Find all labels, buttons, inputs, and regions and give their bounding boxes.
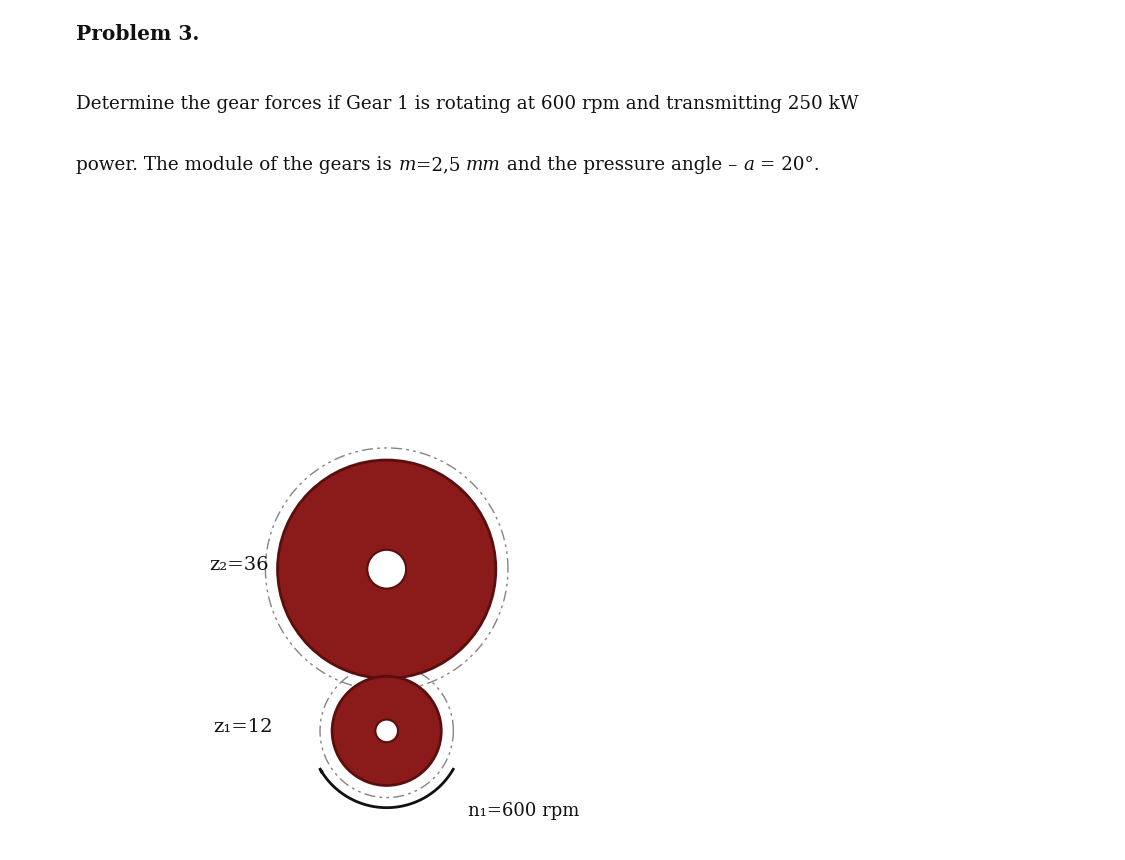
Text: n₁=600 rpm: n₁=600 rpm [468, 802, 579, 820]
Text: Determine the gear forces if Gear 1 is rotating at 600 rpm and transmitting 250 : Determine the gear forces if Gear 1 is r… [76, 95, 860, 114]
Text: m: m [398, 157, 415, 175]
Circle shape [376, 720, 398, 742]
Text: = 20°.: = 20°. [754, 157, 819, 175]
Circle shape [367, 550, 406, 588]
Text: z₂=36: z₂=36 [209, 556, 269, 574]
Circle shape [332, 676, 441, 785]
Text: mm: mm [466, 157, 501, 175]
Text: and the pressure angle –: and the pressure angle – [501, 157, 742, 175]
Circle shape [278, 460, 496, 679]
Text: a: a [742, 157, 754, 175]
Text: Problem 3.: Problem 3. [76, 24, 200, 44]
Text: z₁=12: z₁=12 [213, 718, 272, 736]
Text: power. The module of the gears is: power. The module of the gears is [76, 157, 398, 175]
Text: =2,5: =2,5 [415, 157, 466, 175]
